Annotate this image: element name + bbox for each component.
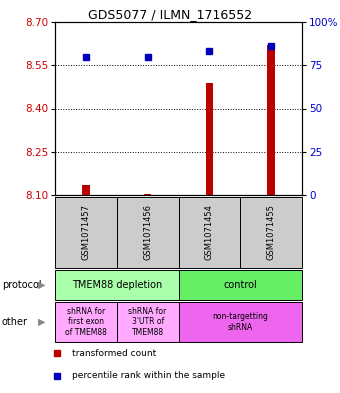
Text: TMEM88 depletion: TMEM88 depletion (72, 280, 162, 290)
Bar (82, 185, 89, 195)
Text: GDS5077 / ILMN_1716552: GDS5077 / ILMN_1716552 (88, 8, 252, 21)
Bar (178, 197, 240, 268)
Text: non-targetting
shRNA: non-targetting shRNA (212, 312, 268, 332)
Text: GSM1071455: GSM1071455 (267, 205, 276, 261)
Bar (55, 197, 117, 268)
Text: shRNA for
3'UTR of
TMEM88: shRNA for 3'UTR of TMEM88 (129, 307, 167, 337)
Text: GSM1071456: GSM1071456 (143, 204, 152, 261)
Text: other: other (2, 317, 28, 327)
Bar (144, 194, 151, 195)
Bar (55, 270, 178, 300)
Text: shRNA for
first exon
of TMEM88: shRNA for first exon of TMEM88 (65, 307, 107, 337)
Text: transformed count: transformed count (72, 349, 156, 358)
Bar (240, 197, 302, 268)
Text: GSM1071454: GSM1071454 (205, 205, 214, 261)
Text: control: control (223, 280, 257, 290)
Text: ▶: ▶ (38, 317, 46, 327)
Bar (178, 270, 302, 300)
Bar (178, 302, 302, 342)
Bar (206, 83, 213, 195)
Text: ▶: ▶ (38, 280, 46, 290)
Bar (117, 302, 178, 342)
Bar (117, 197, 178, 268)
Text: percentile rank within the sample: percentile rank within the sample (72, 371, 225, 380)
Bar (55, 302, 117, 342)
Bar (268, 45, 275, 195)
Text: GSM1071457: GSM1071457 (81, 204, 90, 261)
Text: protocol: protocol (2, 280, 41, 290)
